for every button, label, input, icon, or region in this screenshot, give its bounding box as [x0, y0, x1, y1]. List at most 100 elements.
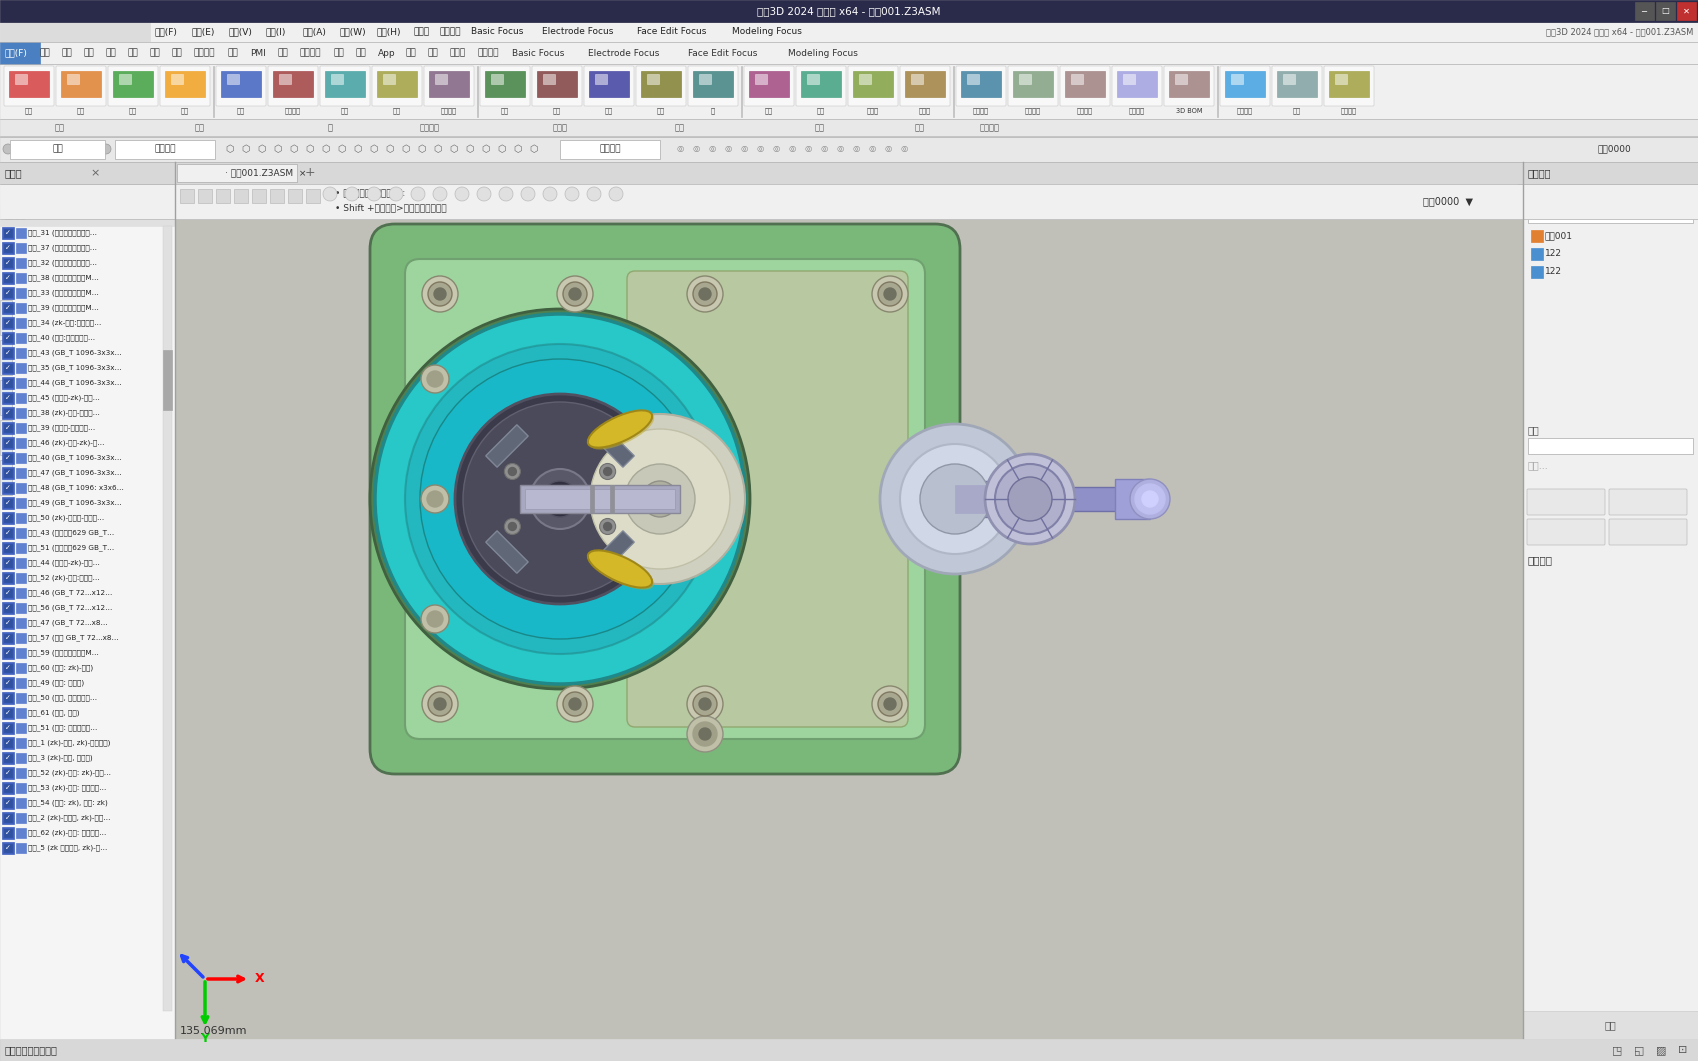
Text: 对比零件: 对比零件	[1129, 108, 1144, 115]
Bar	[175, 219, 1523, 1039]
FancyBboxPatch shape	[1527, 489, 1605, 515]
Text: 重合_50 (zk)-导转轴-输入轴…: 重合_50 (zk)-导转轴-输入轴…	[27, 515, 104, 521]
Text: 角度_1 (zk)-连杆, zk)-输入主面): 角度_1 (zk)-连杆, zk)-输入主面)	[27, 740, 110, 746]
Text: ✓: ✓	[5, 290, 10, 296]
Text: ✓: ✓	[5, 680, 10, 686]
Circle shape	[603, 468, 611, 475]
Bar	[647, 74, 659, 84]
Bar	[2, 842, 14, 854]
Text: 重合_48 (GB_T 1096: x3x6…: 重合_48 (GB_T 1096: x3x6…	[27, 485, 124, 491]
Bar	[15, 693, 25, 703]
Text: ⬡: ⬡	[514, 144, 523, 154]
Circle shape	[569, 698, 581, 710]
Text: Modeling Focus: Modeling Focus	[732, 28, 801, 36]
Text: 重合_61 (连杆, 手柄): 重合_61 (连杆, 手柄)	[27, 710, 80, 716]
Bar	[144, 186, 165, 204]
Bar	[1071, 74, 1083, 84]
Bar	[2, 557, 14, 569]
Bar	[1224, 71, 1265, 97]
Text: ✓: ✓	[5, 800, 10, 806]
Bar	[859, 74, 871, 84]
Text: 材列: 材列	[501, 108, 509, 115]
Text: 固的: 固的	[766, 108, 773, 115]
Bar	[15, 333, 25, 343]
Text: ◎: ◎	[852, 144, 859, 154]
Bar	[2, 347, 14, 359]
Circle shape	[428, 282, 452, 306]
Bar	[2, 737, 14, 749]
Text: ⬡: ⬡	[498, 144, 506, 154]
Bar	[2, 512, 14, 524]
Text: ✓: ✓	[5, 275, 10, 281]
Text: ✓: ✓	[5, 425, 10, 431]
Text: ✓: ✓	[5, 470, 10, 476]
Circle shape	[31, 144, 41, 154]
Text: ◎: ◎	[725, 144, 732, 154]
Bar	[2, 572, 14, 584]
Bar	[1175, 74, 1187, 84]
Text: 编辑(E): 编辑(E)	[192, 28, 216, 36]
Bar	[1231, 74, 1243, 84]
Bar	[3, 229, 12, 237]
Circle shape	[1129, 479, 1170, 519]
Bar	[15, 288, 25, 298]
Text: 122: 122	[1545, 249, 1562, 259]
Bar	[234, 189, 248, 203]
Text: 约束状态: 约束状态	[973, 108, 988, 115]
Bar	[2, 587, 14, 599]
Text: ✓: ✓	[5, 650, 10, 656]
Text: ✓: ✓	[5, 740, 10, 746]
Text: ✓: ✓	[5, 845, 10, 851]
Bar	[163, 350, 171, 410]
Text: ✓: ✓	[5, 305, 10, 311]
Text: 重合_45 (输入轴-zk)-庳圈…: 重合_45 (输入轴-zk)-庳圈…	[27, 395, 100, 401]
Text: ◎: ◎	[805, 144, 812, 154]
Bar	[0, 162, 1698, 184]
Text: 同心_52 (zk)-连杆: zk)-支里…: 同心_52 (zk)-连杆: zk)-支里…	[27, 769, 110, 777]
Text: 图列0000: 图列0000	[1598, 144, 1632, 154]
Bar	[3, 679, 12, 688]
Text: 同心_49 (手柄: 活动杆): 同心_49 (手柄: 活动杆)	[27, 680, 85, 686]
Text: 孔: 孔	[711, 108, 715, 115]
Bar	[3, 784, 12, 792]
FancyBboxPatch shape	[424, 66, 474, 106]
Bar	[175, 184, 1523, 219]
Bar	[2, 827, 14, 839]
Bar	[15, 74, 27, 84]
Text: Electrode Focus: Electrode Focus	[542, 28, 613, 36]
Bar	[177, 164, 297, 182]
Text: 管理器: 管理器	[5, 168, 22, 178]
Text: ⬡: ⬡	[482, 144, 491, 154]
Bar	[1635, 2, 1654, 20]
Bar	[0, 22, 1698, 42]
Circle shape	[543, 187, 557, 201]
Circle shape	[878, 282, 902, 306]
FancyBboxPatch shape	[370, 224, 959, 775]
Bar	[1528, 438, 1693, 454]
Bar	[801, 71, 841, 97]
Circle shape	[599, 519, 616, 535]
Bar	[0, 184, 1698, 219]
Bar	[3, 664, 12, 672]
Circle shape	[880, 424, 1031, 574]
Bar	[3, 634, 12, 642]
Circle shape	[878, 692, 902, 716]
Bar	[2, 812, 14, 824]
Text: ⬡: ⬡	[226, 144, 234, 154]
Text: ✓: ✓	[5, 530, 10, 536]
Text: 借件: 借件	[149, 49, 161, 57]
Text: 约束: 约束	[238, 108, 245, 115]
Bar	[1014, 71, 1053, 97]
Bar	[3, 289, 12, 297]
Text: 重合_56 (GB_T 72...x12…: 重合_56 (GB_T 72...x12…	[27, 605, 112, 611]
Bar	[1678, 2, 1696, 20]
FancyBboxPatch shape	[160, 66, 211, 106]
Circle shape	[552, 491, 569, 507]
Text: ◎: ◎	[740, 144, 747, 154]
Text: ⬡: ⬡	[450, 144, 458, 154]
Bar	[15, 408, 25, 418]
Circle shape	[700, 698, 711, 710]
Text: ⬡: ⬡	[465, 144, 474, 154]
Text: 销售: 销售	[817, 108, 825, 115]
Bar	[3, 604, 12, 612]
